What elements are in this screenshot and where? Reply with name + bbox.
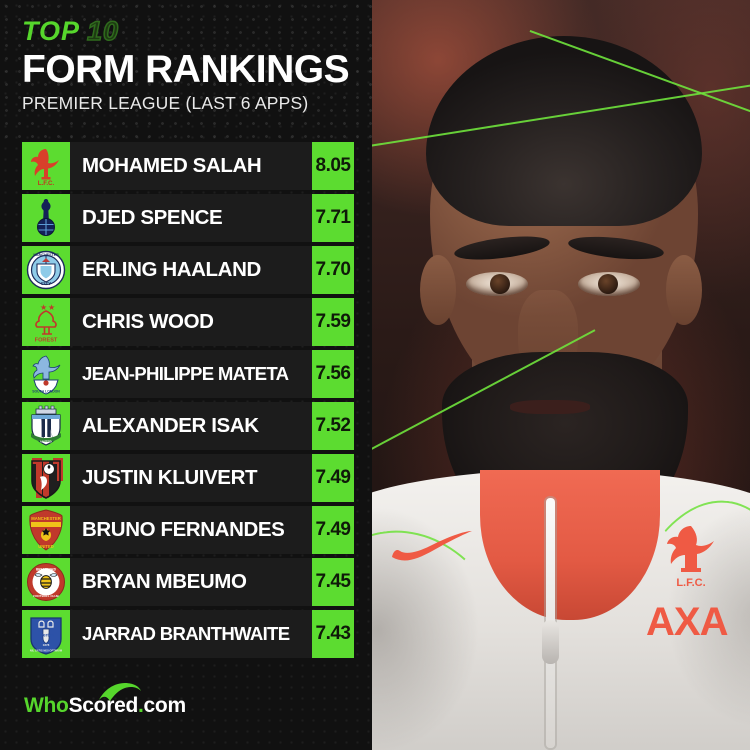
player-name-cell: JEAN-PHILIPPE MATETA bbox=[70, 350, 312, 398]
ranking-row[interactable]: DJED SPENCE 7.71 bbox=[22, 194, 354, 242]
svg-text:CITY: CITY bbox=[41, 281, 51, 286]
subject-mouth bbox=[510, 400, 590, 414]
player-rating: 8.05 bbox=[312, 142, 354, 190]
player-name: ERLING HAALAND bbox=[82, 258, 261, 281]
ranking-row[interactable]: CITY MANCHESTER ERLING HAALAND 7.70 bbox=[22, 246, 354, 294]
player-name-cell: DJED SPENCE bbox=[70, 194, 312, 242]
top-ten-kicker: TOP 10 bbox=[22, 16, 352, 48]
ranking-row[interactable]: L.F.C. MOHAMED SALAH 8.05 bbox=[22, 142, 354, 190]
svg-text:L.F.C.: L.F.C. bbox=[38, 180, 55, 186]
man-united-crest-icon: MANCHESTER UNITED bbox=[22, 506, 70, 554]
player-name-cell: JUSTIN KLUIVERT bbox=[70, 454, 312, 502]
svg-text:MANCHESTER: MANCHESTER bbox=[33, 253, 59, 257]
whoscored-swoosh-icon bbox=[99, 683, 141, 701]
bournemouth-crest-icon bbox=[22, 454, 70, 502]
jacket-zipper-pull bbox=[542, 620, 559, 664]
player-photo: L.F.C. AXA bbox=[360, 0, 750, 750]
player-name: ALEXANDER ISAK bbox=[82, 414, 259, 437]
liverpool-crest-icon: L.F.C. bbox=[22, 142, 70, 190]
svg-text:★: ★ bbox=[48, 303, 55, 312]
player-rating: 7.49 bbox=[312, 506, 354, 554]
player-rating: 7.59 bbox=[312, 298, 354, 346]
svg-text:SOUTH LONDON: SOUTH LONDON bbox=[32, 389, 60, 393]
player-name-cell: ALEXANDER ISAK bbox=[70, 402, 312, 450]
svg-text:★: ★ bbox=[40, 303, 47, 312]
logo-who-text: Who bbox=[24, 694, 69, 717]
liverpool-kit-crest-icon: L.F.C. bbox=[667, 526, 714, 589]
svg-text:UNITED: UNITED bbox=[40, 439, 52, 443]
ranking-row[interactable]: SOUTH LONDON JEAN-PHILIPPE MATETA 7.56 bbox=[22, 350, 354, 398]
everton-crest-icon: Everton 1878 NIL SATIS NISI OPTIMUM bbox=[22, 610, 70, 658]
axa-sponsor-logo: AXA bbox=[646, 600, 728, 644]
page-subtitle: PREMIER LEAGUE (LAST 6 APPS) bbox=[22, 92, 309, 113]
crystal-palace-crest-icon: SOUTH LONDON bbox=[22, 350, 70, 398]
player-name: DJED SPENCE bbox=[82, 206, 223, 229]
player-name-cell: ERLING HAALAND bbox=[70, 246, 312, 294]
tottenham-crest-icon bbox=[22, 194, 70, 242]
kicker-number-label: 10 bbox=[86, 16, 120, 46]
kicker-top-label: TOP bbox=[22, 16, 81, 46]
man-city-crest-icon: CITY MANCHESTER bbox=[22, 246, 70, 294]
rankings-list: L.F.C. MOHAMED SALAH 8.05 DJED SPENCE 7.71… bbox=[22, 142, 354, 662]
logo-com-text: com bbox=[143, 694, 187, 717]
svg-text:Everton: Everton bbox=[38, 632, 55, 637]
nike-swoosh-icon bbox=[390, 530, 474, 564]
brentford-crest-icon: BRENTFORD FOOTBALL CLUB bbox=[22, 558, 70, 606]
player-name-cell: MOHAMED SALAH bbox=[70, 142, 312, 190]
player-rating: 7.49 bbox=[312, 454, 354, 502]
ranking-row[interactable]: MANCHESTER UNITED BRUNO FERNANDES 7.49 bbox=[22, 506, 354, 554]
logo-scored-text: Scored bbox=[68, 694, 139, 717]
player-rating: 7.45 bbox=[312, 558, 354, 606]
player-name: BRYAN MBEUMO bbox=[82, 570, 247, 593]
svg-text:BRENTFORD: BRENTFORD bbox=[36, 568, 57, 572]
subject-pupil-right bbox=[598, 274, 618, 294]
svg-text:NIL SATIS NISI OPTIMUM: NIL SATIS NISI OPTIMUM bbox=[30, 648, 63, 652]
player-name: JARRAD BRANTHWAITE bbox=[82, 623, 290, 644]
player-name-cell: CHRIS WOOD bbox=[70, 298, 312, 346]
player-name: JUSTIN KLUIVERT bbox=[82, 466, 258, 489]
player-rating: 7.70 bbox=[312, 246, 354, 294]
player-name: JEAN-PHILIPPE MATETA bbox=[82, 363, 289, 384]
player-name: MOHAMED SALAH bbox=[82, 154, 262, 177]
ranking-row[interactable]: BRENTFORD FOOTBALL CLUB BRYAN MBEUMO 7.45 bbox=[22, 558, 354, 606]
rankings-panel: TOP 10 FORM RANKINGS PREMIER LEAGUE (LAS… bbox=[0, 0, 372, 750]
newcastle-crest-icon: UNITED bbox=[22, 402, 70, 450]
dot-matrix-texture-header bbox=[0, 0, 372, 140]
whoscored-logo: WhoScored.com bbox=[24, 683, 187, 718]
svg-text:FOREST: FOREST bbox=[35, 338, 58, 344]
player-rating: 7.71 bbox=[312, 194, 354, 242]
svg-text:FOOTBALL CLUB: FOOTBALL CLUB bbox=[33, 594, 59, 598]
svg-text:1878: 1878 bbox=[43, 643, 50, 647]
subject-ear-left bbox=[420, 255, 456, 325]
nottingham-forest-crest-icon: ★ ★ FOREST bbox=[22, 298, 70, 346]
subject-hair bbox=[426, 36, 702, 226]
svg-text:UNITED: UNITED bbox=[38, 544, 54, 549]
ranking-row[interactable]: JUSTIN KLUIVERT 7.49 bbox=[22, 454, 354, 502]
subject-pupil-left bbox=[490, 274, 510, 294]
player-name-cell: BRYAN MBEUMO bbox=[70, 558, 312, 606]
logo-dot-text: . bbox=[137, 694, 144, 717]
ranking-row[interactable]: Everton 1878 NIL SATIS NISI OPTIMUM JARR… bbox=[22, 610, 354, 658]
ranking-row[interactable]: ★ ★ FOREST CHRIS WOOD 7.59 bbox=[22, 298, 354, 346]
player-name-cell: JARRAD BRANTHWAITE bbox=[70, 610, 312, 658]
player-rating: 7.56 bbox=[312, 350, 354, 398]
ranking-row[interactable]: UNITED ALEXANDER ISAK 7.52 bbox=[22, 402, 354, 450]
header-block: TOP 10 FORM RANKINGS PREMIER LEAGUE (LAS… bbox=[22, 16, 352, 113]
player-rating: 7.52 bbox=[312, 402, 354, 450]
player-name-cell: BRUNO FERNANDES bbox=[70, 506, 312, 554]
svg-text:MANCHESTER: MANCHESTER bbox=[31, 516, 61, 521]
svg-text:L.F.C.: L.F.C. bbox=[676, 577, 705, 589]
subject-ear-right bbox=[666, 255, 702, 325]
page-title: FORM RANKINGS bbox=[22, 48, 350, 91]
player-rating: 7.43 bbox=[312, 610, 354, 658]
player-name: BRUNO FERNANDES bbox=[82, 518, 285, 541]
player-name: CHRIS WOOD bbox=[82, 310, 214, 333]
